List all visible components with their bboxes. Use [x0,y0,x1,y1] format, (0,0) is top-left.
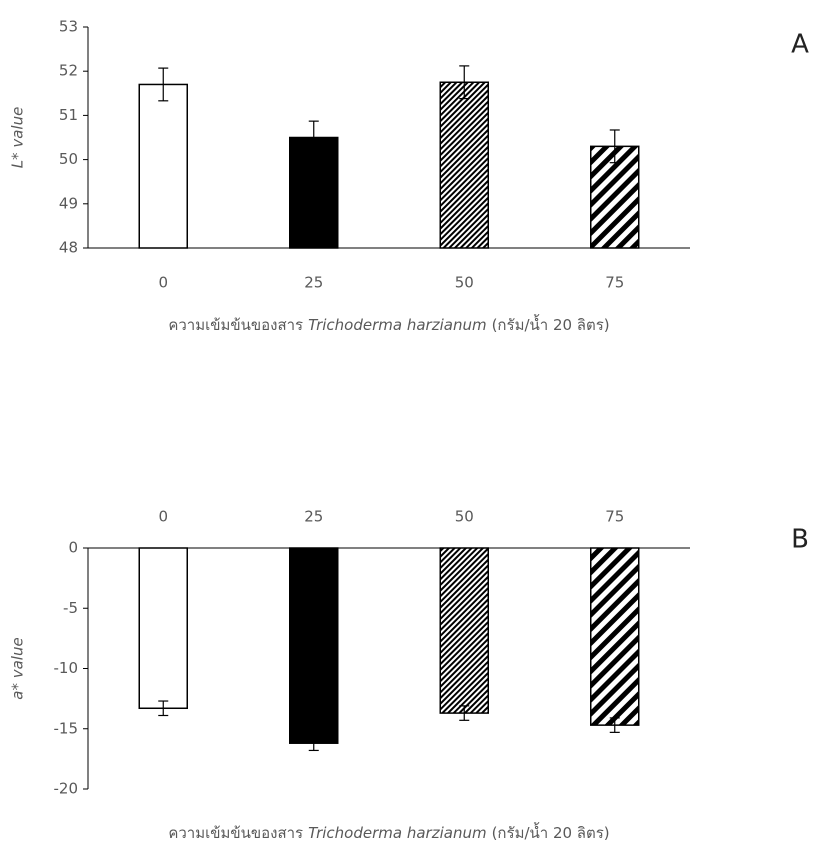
x-tick-label: 25 [304,274,323,292]
bar [289,547,339,744]
y-tick-label: 48 [59,239,78,257]
y-axis-label: L* value [9,107,27,169]
bar [138,83,188,249]
x-tick-label: 25 [304,508,323,526]
x-tick-label: 50 [455,508,474,526]
x-tick-label: 75 [605,274,624,292]
panel-label: B [791,525,809,555]
x-axis-label-part: Trichoderma harzianum [308,316,486,334]
y-tick-label: 49 [59,194,78,212]
bar [439,81,489,249]
y-axis-label: a* value [9,637,27,699]
y-tick-label: 51 [59,106,78,124]
error-bar [609,129,620,164]
error-bar [459,705,470,721]
x-axis-label-part: (กรัม/น้ำ 20 ลิตร) [492,822,610,842]
error-bar [308,735,319,752]
error-bar [308,120,319,155]
y-tick-label: 53 [59,18,78,36]
y-tick-label: -20 [54,780,79,798]
y-tick-label: 52 [59,62,78,80]
x-tick-label: 75 [605,508,624,526]
x-axis-label: ความเข้มข้นของสาร Trichoderma harzianum (ก… [168,314,609,334]
bar [590,547,640,726]
bar [138,547,188,710]
panel-label: A [791,30,809,60]
x-axis-label-part: ความเข้มข้นของสาร [168,824,303,842]
x-tick-label: 50 [455,274,474,292]
error-bar [158,67,169,102]
error-bar [158,700,169,717]
x-tick-label: 0 [158,508,168,526]
y-tick-label: -10 [54,659,79,677]
y-tick-label: -5 [63,599,78,617]
x-axis-label-part: Trichoderma harzianum [308,824,486,842]
bar [439,547,489,714]
x-axis-label-part: (กรัม/น้ำ 20 ลิตร) [492,314,610,334]
y-tick-label: 0 [68,539,78,557]
error-bar [459,65,470,100]
x-axis-label-part: ความเข้มข้นของสาร [168,316,303,334]
y-tick-label: 50 [59,150,78,168]
x-tick-label: 0 [158,274,168,292]
error-bar [609,717,620,733]
x-axis-label: ความเข้มข้นของสาร Trichoderma harzianum (ก… [168,822,609,842]
y-tick-label: -15 [54,719,79,737]
